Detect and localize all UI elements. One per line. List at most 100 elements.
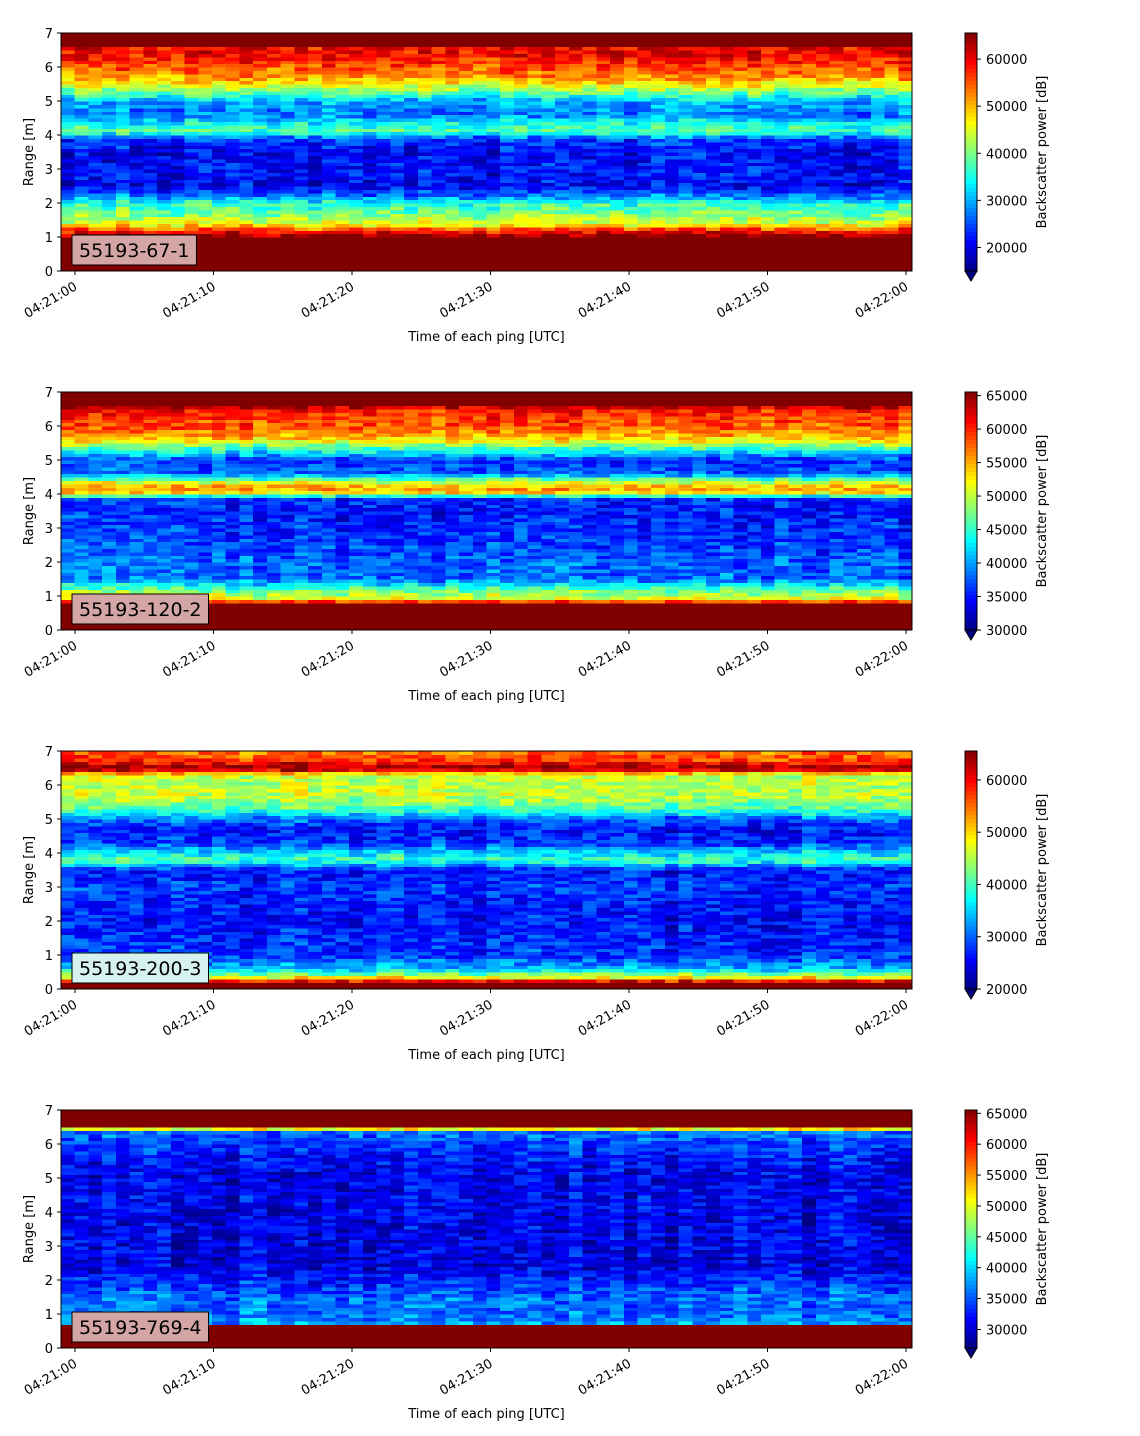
heatmap-cell: [253, 56, 268, 61]
heatmap-cell: [843, 152, 858, 156]
heatmap-cell: [568, 240, 584, 245]
heatmap-cell: [692, 250, 707, 255]
heatmap-cell: [513, 77, 529, 82]
heatmap-cell: [335, 128, 350, 133]
heatmap-cell: [870, 77, 886, 82]
heatmap-cell: [513, 162, 529, 167]
heatmap-cell: [582, 182, 597, 187]
heatmap-cell: [761, 189, 776, 194]
heatmap-cell: [362, 172, 378, 177]
heatmap-cell: [486, 220, 501, 224]
heatmap-cell: [706, 145, 721, 150]
heatmap-cell: [253, 121, 268, 126]
heatmap-cell: [143, 33, 158, 37]
heatmap-cell: [747, 240, 762, 245]
heatmap-cell: [266, 101, 282, 105]
heatmap-cell: [843, 131, 858, 136]
heatmap-cell: [61, 395, 76, 400]
heatmap-cell: [527, 189, 543, 194]
heatmap-cell: [239, 155, 254, 160]
heatmap-cell: [143, 517, 158, 522]
heatmap-cell: [390, 230, 405, 235]
heatmap-cell: [431, 169, 446, 173]
heatmap-cell: [61, 162, 76, 167]
heatmap-cell: [637, 192, 652, 197]
heatmap-cell: [513, 36, 529, 41]
heatmap-cell: [596, 216, 611, 221]
heatmap-cell: [349, 87, 364, 92]
heatmap-cell: [527, 43, 543, 48]
heatmap-cell: [129, 551, 144, 556]
heatmap-cell: [74, 446, 90, 451]
heatmap-cell: [815, 56, 831, 61]
heatmap-cell: [651, 158, 666, 163]
heatmap-cell: [61, 141, 76, 146]
heatmap-cell: [349, 67, 364, 71]
heatmap-cell: [706, 216, 721, 221]
heatmap-cell: [129, 46, 144, 51]
heatmap-cell: [239, 77, 254, 82]
heatmap-cell: [733, 67, 748, 71]
heatmap-cell: [61, 572, 76, 577]
heatmap-cell: [774, 243, 790, 248]
heatmap-cell: [582, 84, 597, 88]
heatmap-cell: [623, 67, 639, 71]
heatmap-cell: [664, 73, 680, 78]
colorbar-step: [965, 155, 977, 161]
heatmap-cell: [802, 39, 817, 44]
heatmap-cell: [170, 182, 186, 187]
heatmap-cell: [115, 579, 131, 583]
heatmap-cell: [143, 199, 158, 204]
heatmap-cell: [404, 39, 419, 44]
heatmap-cell: [500, 138, 515, 143]
heatmap-cell: [815, 186, 831, 190]
heatmap-cell: [719, 56, 735, 61]
heatmap-cell: [225, 247, 241, 252]
heatmap-cell: [527, 90, 543, 95]
heatmap-cell: [459, 226, 474, 231]
heatmap-cell: [747, 145, 762, 150]
heatmap-cell: [404, 158, 419, 163]
heatmap-cell: [74, 402, 90, 407]
heatmap-cell: [143, 436, 158, 441]
heatmap-cell: [610, 114, 625, 119]
heatmap-cell: [513, 155, 529, 160]
heatmap-cell: [349, 223, 364, 228]
heatmap-cell: [102, 392, 117, 396]
heatmap-cell: [582, 254, 597, 258]
heatmap-cell: [637, 209, 652, 214]
heatmap-cell: [445, 39, 460, 44]
heatmap-cell: [582, 196, 597, 201]
heatmap-cell: [253, 152, 268, 156]
heatmap-cell: [829, 155, 844, 160]
heatmap-cell: [417, 158, 433, 163]
heatmap-cell: [459, 257, 474, 262]
heatmap-cell: [376, 87, 392, 92]
heatmap-cell: [843, 206, 858, 211]
heatmap-cell: [500, 179, 515, 184]
heatmap-cell: [211, 257, 227, 262]
heatmap-cell: [417, 50, 433, 54]
heatmap-cell: [857, 223, 872, 228]
heatmap-cell: [376, 169, 392, 173]
heatmap-cell: [774, 67, 790, 71]
heatmap-cell: [211, 63, 227, 68]
heatmap-cell: [623, 158, 639, 163]
heatmap-cell: [88, 545, 103, 549]
heatmap-cell: [390, 267, 405, 272]
heatmap-cell: [61, 243, 76, 248]
heatmap-cell: [102, 209, 117, 214]
heatmap-cell: [843, 111, 858, 116]
heatmap-cell: [417, 175, 433, 180]
heatmap-cell: [802, 216, 817, 221]
heatmap-cell: [664, 209, 680, 214]
heatmap-cell: [664, 36, 680, 41]
heatmap-cell: [143, 118, 158, 122]
heatmap-cell: [815, 209, 831, 214]
heatmap-cell: [527, 179, 543, 184]
heatmap-cell: [294, 135, 309, 139]
heatmap-cell: [143, 572, 158, 577]
heatmap-cell: [637, 165, 652, 170]
heatmap-cell: [129, 494, 144, 498]
heatmap-cell: [527, 155, 543, 160]
